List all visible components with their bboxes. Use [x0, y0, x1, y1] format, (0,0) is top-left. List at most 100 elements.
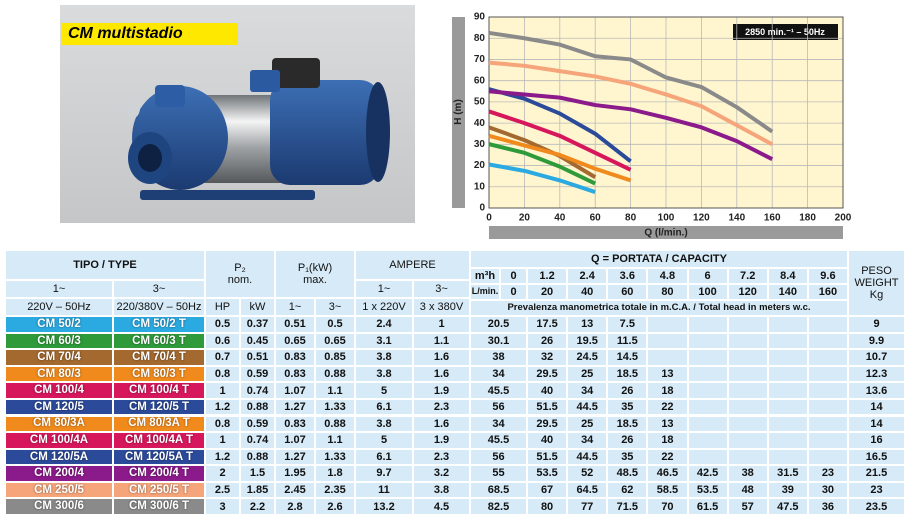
- series-line: [488, 133, 632, 183]
- table-cell: 3.8: [413, 481, 470, 499]
- cell-text: 58.5: [656, 484, 679, 497]
- cell-text: 10.7: [865, 351, 888, 364]
- cell-text: 19.5: [576, 334, 598, 347]
- table-cell: 3~: [413, 280, 470, 298]
- table-cell: 1: [205, 432, 240, 449]
- x-tick-label: 100: [658, 213, 675, 224]
- series-line: [488, 89, 774, 161]
- cell-text: 0.83: [284, 367, 306, 380]
- x-tick-label: 200: [835, 213, 852, 224]
- cell-text: 32: [540, 351, 554, 364]
- table-cell: 26: [607, 382, 648, 399]
- table-cell: 34: [567, 432, 608, 449]
- table-cell: 7.5: [607, 316, 648, 333]
- table-cell: CM 50/2: [5, 316, 113, 333]
- cell-text: 14: [870, 417, 883, 430]
- cell-text: P₂: [234, 261, 246, 274]
- cell-text: CM 60/3: [37, 334, 81, 347]
- cell-text: 38: [741, 467, 754, 480]
- table-cell: 0.8: [205, 415, 240, 433]
- cell-text: 20: [540, 285, 554, 298]
- cell-text: 42.5: [696, 467, 719, 480]
- cell-text: 1.1: [327, 384, 343, 397]
- table-cell: 1.6: [413, 365, 470, 383]
- cell-text: 13.6: [865, 384, 888, 397]
- cell-text: 80: [540, 500, 554, 513]
- y-tick-label: 10: [474, 181, 486, 192]
- cell-text: 1: [438, 318, 445, 331]
- cell-text: kW: [249, 300, 266, 313]
- table-cell: 1.9: [413, 382, 470, 399]
- table-cell: 18: [647, 382, 688, 399]
- table-cell: 13: [567, 316, 608, 333]
- table-cell: 5: [355, 432, 413, 449]
- table-cell: 51.5: [527, 448, 568, 466]
- table-cell: 0.83: [275, 365, 315, 383]
- cell-text: 39: [781, 484, 794, 497]
- table-cell: 3.6: [607, 268, 648, 284]
- table-cell: CM 120/5A T: [113, 448, 205, 466]
- table-cell: 0.88: [315, 415, 355, 433]
- cell-text: CM 50/2 T: [132, 317, 186, 330]
- table-cell: 39: [767, 481, 808, 499]
- table-cell: 3.8: [355, 415, 413, 433]
- cell-text: 0.83: [284, 417, 306, 430]
- cell-text: 34: [581, 434, 594, 447]
- table-cell: CM 120/5A: [5, 448, 113, 466]
- table-cell: CM 80/3 T: [113, 365, 205, 383]
- cell-text: 0.51: [246, 351, 269, 364]
- table-cell: [727, 415, 768, 433]
- table-cell: [727, 349, 768, 366]
- table-cell: 47.5: [767, 498, 808, 515]
- table-cell: 45.5: [470, 432, 527, 449]
- cell-text: 0.45: [246, 334, 269, 347]
- table-cell: 1~: [275, 298, 315, 316]
- cell-text: 1.85: [246, 484, 269, 497]
- table-cell: 21.5: [848, 465, 905, 482]
- cell-text: 14: [870, 401, 883, 414]
- table-cell: 77: [567, 498, 608, 515]
- y-axis-label: H (m): [453, 99, 464, 125]
- table-cell: 29.5: [527, 365, 568, 383]
- cell-text: 22: [661, 401, 674, 414]
- table-cell: CM 60/3: [5, 332, 113, 350]
- table-cell: 10.7: [848, 349, 905, 366]
- cell-text: 22: [661, 450, 674, 463]
- table-cell: 25: [567, 365, 608, 383]
- table-cell: 4.8: [647, 268, 688, 284]
- cell-text: AMPERE: [389, 258, 436, 271]
- table-cell: 18.5: [607, 415, 648, 433]
- cell-text: 1.6: [433, 417, 450, 430]
- cell-text: 1.6: [433, 367, 450, 380]
- table-cell: 160: [807, 284, 848, 300]
- table-cell: 1: [205, 382, 240, 399]
- cell-text: 1.95: [284, 467, 306, 480]
- cell-text: 7.5: [619, 318, 635, 331]
- table-cell: [807, 398, 848, 416]
- y-label-bar: [452, 17, 465, 208]
- table-cell: 1: [413, 316, 470, 333]
- cell-text: 0.74: [246, 434, 269, 447]
- table-cell: [727, 365, 768, 383]
- title: CM multistadio: [68, 25, 183, 42]
- cell-text: 0.8: [214, 417, 231, 430]
- cell-text: 34: [492, 367, 505, 380]
- table-cell: 0.88: [240, 448, 275, 466]
- table-cell: 2.35: [315, 481, 355, 499]
- cell-text: CM 80/3 T: [132, 367, 186, 380]
- table-cell: 40: [527, 432, 568, 449]
- cell-text: 56: [492, 450, 505, 463]
- table-cell: L/min.: [470, 284, 500, 300]
- table-cell: [727, 432, 768, 449]
- table-cell: [807, 448, 848, 466]
- table-cell: HP: [205, 298, 240, 316]
- table-cell: 17.5: [527, 316, 568, 333]
- table-cell: 23: [807, 465, 848, 482]
- cell-text: CM 70/4: [37, 351, 81, 364]
- table-cell: 40: [567, 284, 608, 300]
- table-cell: CM 250/5 T: [113, 481, 205, 499]
- table-cell: 26: [527, 332, 568, 350]
- x-tick-label: 60: [590, 213, 602, 224]
- cell-text: 1.2: [214, 401, 231, 414]
- cell-text: CM 100/4 T: [128, 384, 190, 397]
